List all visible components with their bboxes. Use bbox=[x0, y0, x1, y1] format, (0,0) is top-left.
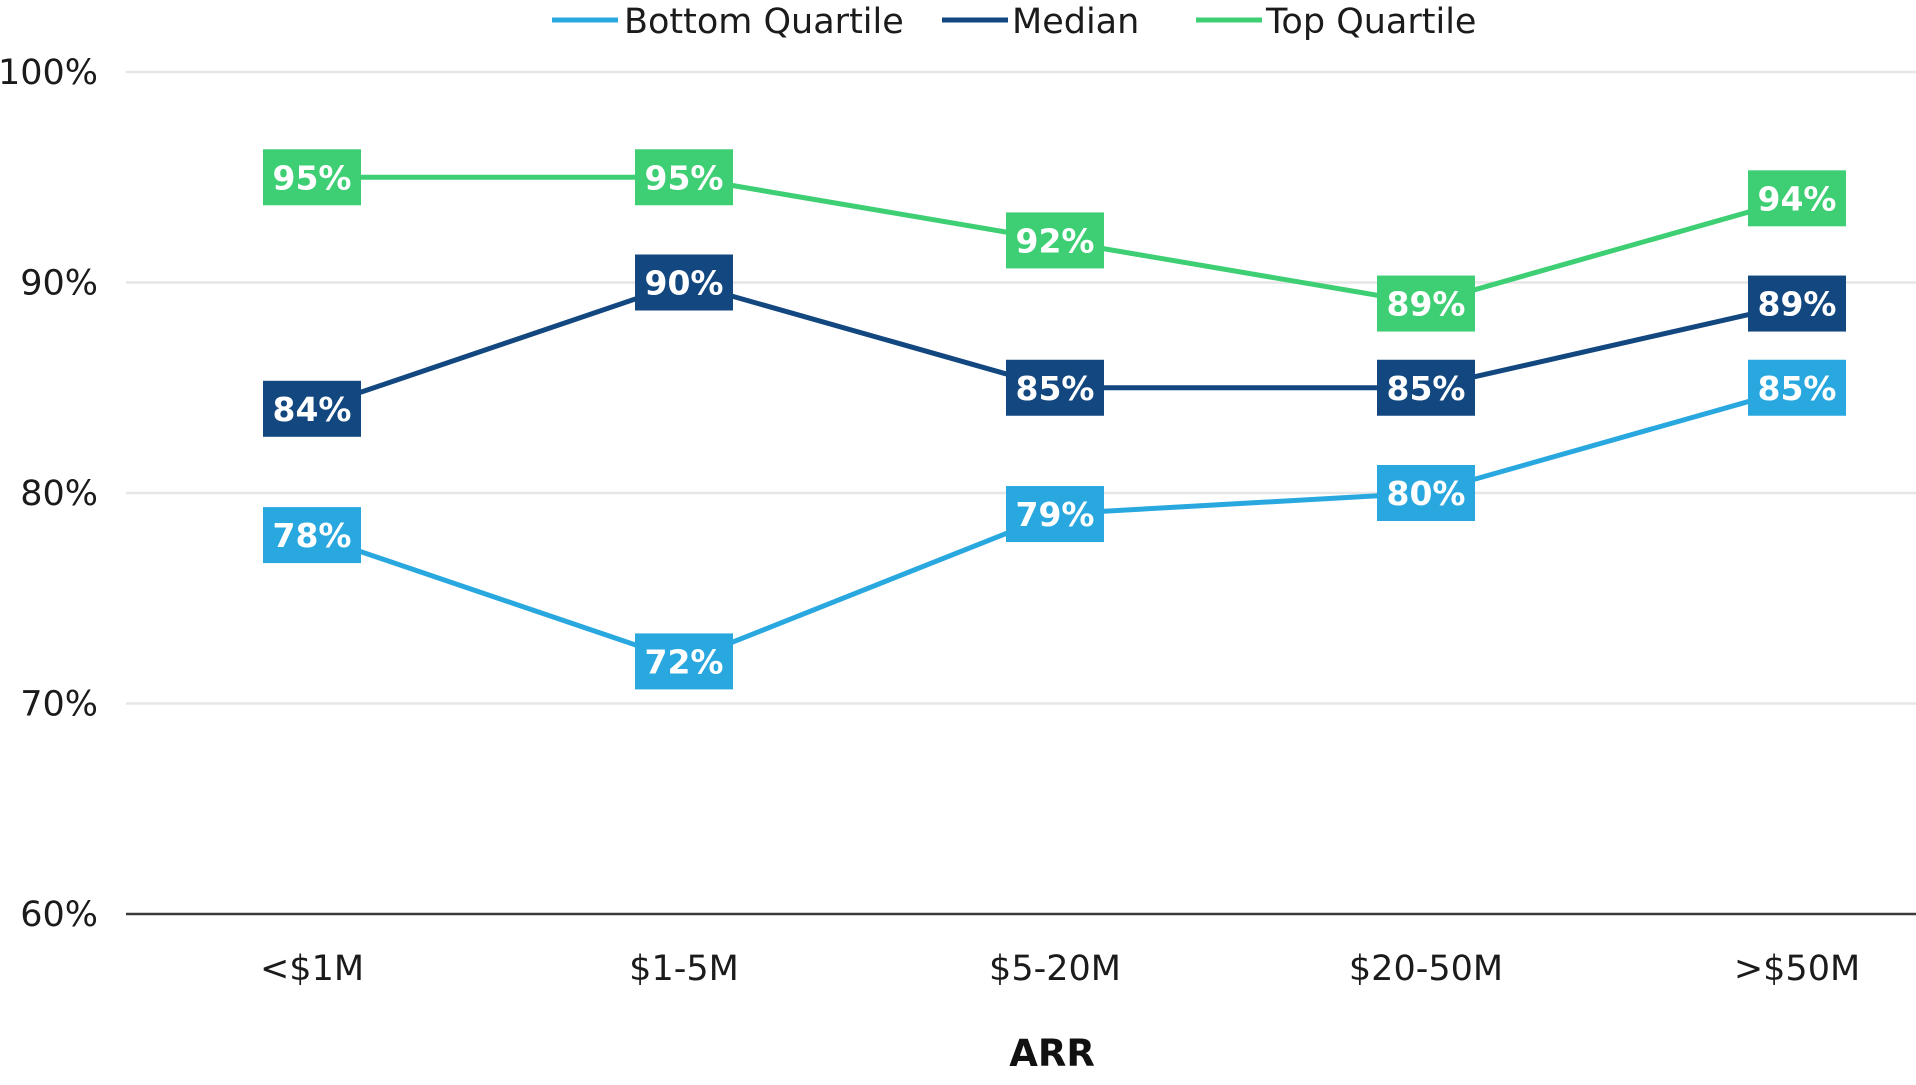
x-tick-label: >$50M bbox=[1734, 949, 1860, 989]
data-label-box bbox=[635, 254, 733, 311]
x-tick-label: $1-5M bbox=[629, 949, 739, 989]
data-label: 94% bbox=[1758, 179, 1837, 218]
data-label-box bbox=[1748, 170, 1846, 227]
data-label: 89% bbox=[1758, 285, 1837, 324]
data-label: 85% bbox=[1016, 369, 1095, 408]
y-tick-label: 80% bbox=[20, 474, 98, 514]
x-tick-label: $20-50M bbox=[1349, 949, 1503, 989]
data-label-box bbox=[1006, 486, 1104, 543]
data-label-box bbox=[263, 149, 361, 206]
y-tick-label: 100% bbox=[0, 53, 98, 93]
data-label-box bbox=[1006, 359, 1104, 416]
data-label: 89% bbox=[1387, 285, 1466, 324]
data-label: 85% bbox=[1758, 369, 1837, 408]
data-label: 92% bbox=[1016, 221, 1095, 260]
data-label: 95% bbox=[273, 158, 352, 197]
data-label: 90% bbox=[645, 264, 724, 303]
x-tick-label: <$1M bbox=[260, 949, 364, 989]
gridlines bbox=[126, 70, 1916, 705]
data-labels: 78% 72% 79% 80% 85% 84% 90% 85% 85% 89% 95% 95% 92% 8… bbox=[263, 149, 1846, 690]
data-label: 79% bbox=[1016, 495, 1095, 534]
data-label-box bbox=[1748, 359, 1846, 416]
y-tick-label: 70% bbox=[20, 685, 98, 725]
y-tick-label: 60% bbox=[20, 895, 98, 935]
legend: Bottom Quartile Median Top Quartile bbox=[552, 2, 1476, 42]
data-label: 80% bbox=[1387, 474, 1466, 513]
data-label: 85% bbox=[1387, 369, 1466, 408]
data-label-box bbox=[1006, 212, 1104, 269]
data-label-box bbox=[635, 149, 733, 206]
legend-label: Bottom Quartile bbox=[624, 2, 904, 42]
data-label-box bbox=[1377, 465, 1475, 521]
data-label-box bbox=[263, 507, 361, 564]
x-tick-label: $5-20M bbox=[989, 949, 1121, 989]
data-label: 84% bbox=[273, 390, 352, 429]
data-label: 95% bbox=[645, 158, 724, 197]
axes: 60% 70% 80% 90% 100% <$1M $1-5M $5-20M $20-50M >$… bbox=[0, 53, 1916, 989]
data-label-box bbox=[263, 380, 361, 437]
data-label-box bbox=[1377, 275, 1475, 332]
y-tick-label: 90% bbox=[20, 264, 98, 304]
x-axis-title: ARR bbox=[1009, 1032, 1095, 1075]
data-label-box bbox=[1748, 275, 1846, 332]
data-label: 72% bbox=[645, 642, 724, 681]
data-label-box bbox=[1377, 359, 1475, 416]
legend-label: Top Quartile bbox=[1265, 2, 1476, 42]
legend-label: Median bbox=[1012, 2, 1139, 42]
data-label: 78% bbox=[273, 516, 352, 555]
data-label-box bbox=[635, 633, 733, 690]
